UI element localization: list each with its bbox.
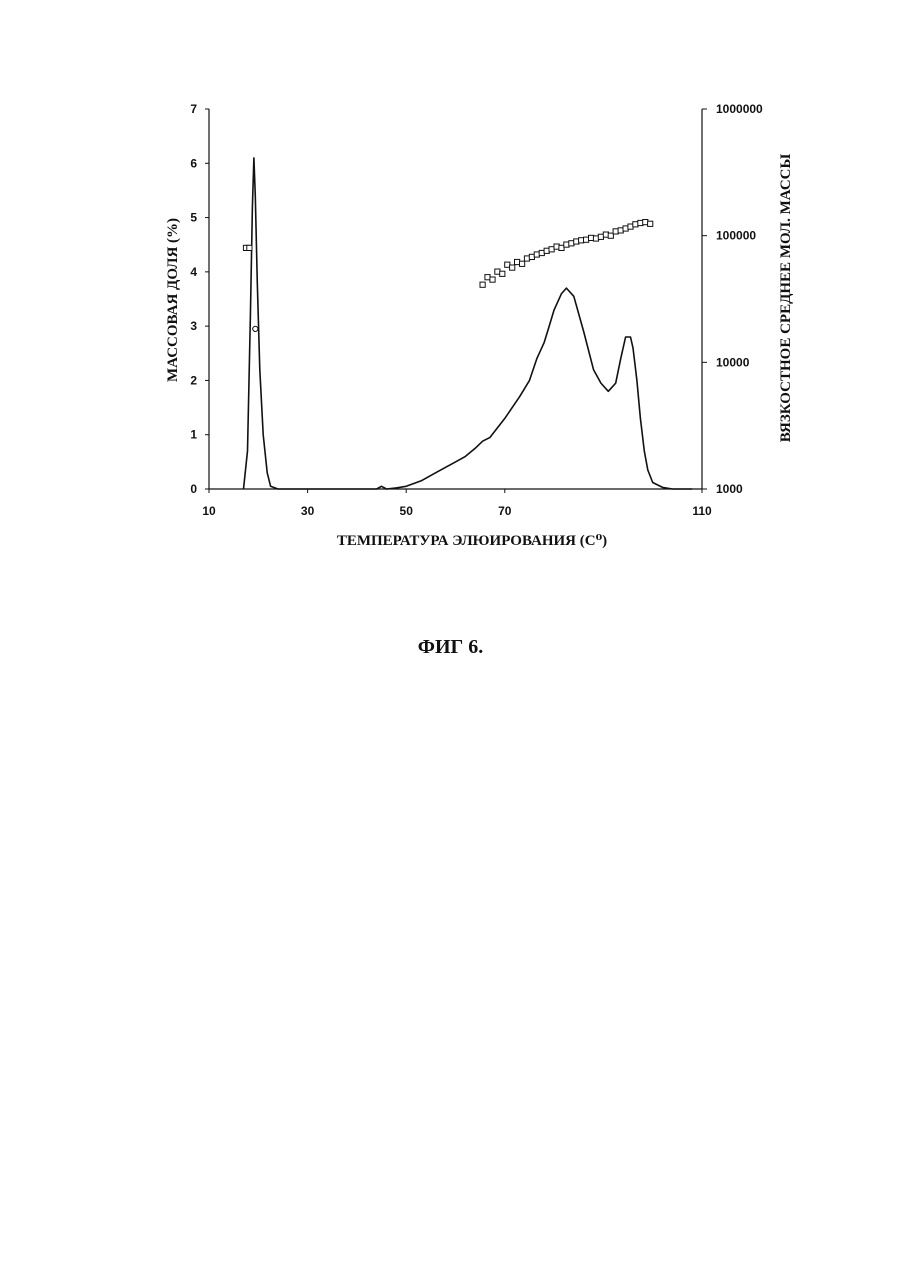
molecular-weight-point bbox=[549, 247, 554, 252]
y-right-tick-label: 1000 bbox=[716, 482, 743, 496]
series-line-mass-fraction bbox=[244, 158, 693, 489]
molecular-weight-point bbox=[584, 237, 589, 242]
molecular-weight-point bbox=[515, 259, 520, 264]
molecular-weight-point bbox=[510, 265, 515, 270]
chart-ticks: 0 1 2 3 4 5 6 7 1000 10000 100000 1000000 10 30 50 70 11… bbox=[190, 102, 763, 518]
molecular-weight-point bbox=[520, 261, 525, 266]
molecular-weight-point bbox=[564, 242, 569, 247]
y-right-tick-label: 1000000 bbox=[716, 102, 763, 116]
y-right-tick-label: 100000 bbox=[716, 229, 756, 243]
y-left-tick-label: 3 bbox=[190, 319, 197, 333]
figure-caption: ФИГ 6. bbox=[0, 636, 901, 659]
x-tick-label: 110 bbox=[692, 504, 712, 518]
molecular-weight-point bbox=[598, 234, 603, 239]
y-left-tick-label: 4 bbox=[190, 265, 197, 279]
y-axis-label-left: МАССОВАЯ ДОЛЯ (%) bbox=[165, 218, 181, 382]
x-tick-label: 50 bbox=[400, 504, 414, 518]
x-axis-label: ТЕМПЕРАТУРА ЭЛЮИРОВАНИЯ (С⁰) bbox=[337, 533, 607, 549]
x-tick-label: 70 bbox=[498, 504, 512, 518]
y-left-tick-label: 1 bbox=[190, 428, 197, 442]
molecular-weight-point bbox=[633, 222, 638, 227]
molecular-weight-point bbox=[490, 277, 495, 282]
molecular-weight-point bbox=[648, 221, 653, 226]
molecular-weight-point bbox=[247, 245, 252, 250]
y-left-tick-label: 0 bbox=[190, 482, 197, 496]
y-left-tick-label: 7 bbox=[190, 102, 197, 116]
molecular-weight-point bbox=[534, 252, 539, 257]
x-tick-label: 30 bbox=[301, 504, 315, 518]
y-left-tick-label: 5 bbox=[190, 211, 197, 225]
chart-series bbox=[243, 158, 692, 489]
molecular-weight-point bbox=[500, 271, 505, 276]
y-left-tick-label: 6 bbox=[190, 156, 197, 170]
molecular-weight-point bbox=[613, 229, 618, 234]
molecular-weight-point bbox=[485, 275, 490, 280]
open-circle-point bbox=[253, 326, 258, 331]
y-axis-label-right: ВЯЗКОСТНОЕ СРЕДНЕЕ МОЛ. МАССЫ bbox=[778, 154, 794, 443]
y-right-tick-label: 10000 bbox=[716, 355, 750, 369]
molecular-weight-point bbox=[480, 282, 485, 287]
chart-axes bbox=[209, 109, 702, 489]
x-tick-label: 10 bbox=[202, 504, 216, 518]
y-left-tick-label: 2 bbox=[190, 373, 197, 387]
